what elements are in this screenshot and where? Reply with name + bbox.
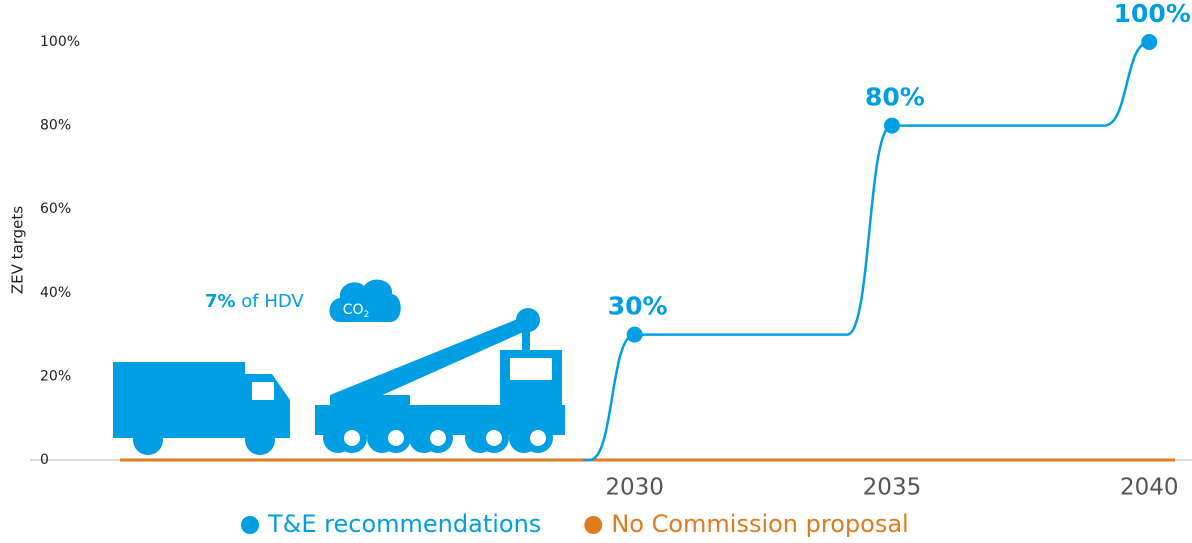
- data-label: 30%: [608, 292, 668, 321]
- co2-cloud: CO2: [329, 279, 401, 322]
- legend-marker: [241, 516, 259, 534]
- truck-icon: [113, 362, 290, 455]
- data-label: 80%: [865, 83, 925, 112]
- data-point: [883, 117, 900, 134]
- legend-label: No Commission proposal: [611, 510, 908, 538]
- series-line: [583, 40, 1150, 462]
- y-tick-label: 20%: [40, 368, 71, 384]
- legend-marker: [584, 516, 603, 534]
- y-tick-label: 80%: [40, 118, 71, 134]
- data-point: [1141, 34, 1158, 50]
- crane-icon: [315, 308, 565, 453]
- annotation: 7% of HDV: [205, 291, 304, 312]
- y-tick-label: 0: [40, 452, 49, 468]
- y-axis-label: ZEV targets: [9, 206, 27, 294]
- x-tick-label: 2035: [863, 475, 922, 501]
- y-tick-label: 40%: [40, 285, 71, 301]
- legend-label: T&E recommendations: [267, 510, 541, 538]
- data-point: [626, 326, 643, 343]
- svg-text:CO2: CO2: [343, 302, 370, 320]
- co2-subscript: 2: [364, 310, 370, 320]
- co2-text: CO: [343, 302, 364, 318]
- annotation-bold: 7%: [205, 291, 236, 312]
- x-tick-label: 2030: [605, 475, 664, 501]
- y-tick-label: 100%: [40, 34, 80, 50]
- y-tick-label: 60%: [40, 201, 71, 217]
- annotation-text: of HDV: [236, 291, 305, 312]
- x-tick-label: 2040: [1120, 475, 1179, 501]
- data-label: 100%: [1114, 0, 1191, 28]
